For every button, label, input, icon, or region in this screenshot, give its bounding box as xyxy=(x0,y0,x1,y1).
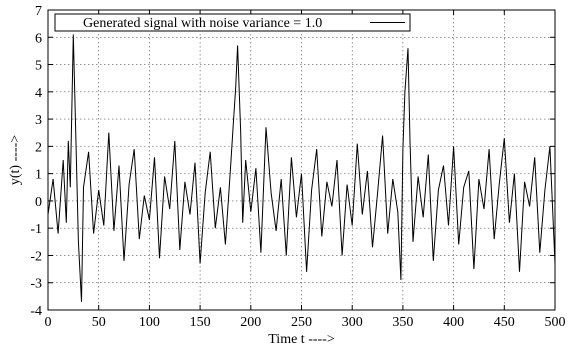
legend-box xyxy=(54,13,411,32)
x-tick-label: 400 xyxy=(443,315,464,330)
y-tick-label: 5 xyxy=(35,59,42,74)
x-tick-label: 450 xyxy=(494,315,515,330)
plot-area xyxy=(47,34,556,302)
y-tick-label: -4 xyxy=(30,304,42,319)
y-tick-label: 6 xyxy=(35,31,42,46)
x-tick-label: 100 xyxy=(139,315,160,330)
x-tick-label: 50 xyxy=(92,315,106,330)
grid xyxy=(48,10,555,310)
y-tick-label: -1 xyxy=(30,222,42,237)
y-tick-label: 1 xyxy=(35,168,42,183)
y-tick-label: -3 xyxy=(30,277,42,292)
x-tick-label: 250 xyxy=(291,315,312,330)
x-tick-label: 200 xyxy=(240,315,261,330)
x-tick-label: 500 xyxy=(545,315,566,330)
y-tick-label: 4 xyxy=(35,86,42,101)
x-tick-label: 0 xyxy=(45,315,52,330)
series-line-1 xyxy=(47,34,556,302)
x-axis-label: Time t ----> xyxy=(268,332,335,347)
y-tick-label: 3 xyxy=(35,113,42,128)
y-tick-label: 0 xyxy=(35,195,42,210)
y-tick-label: 2 xyxy=(35,140,42,155)
y-tick-label: 7 xyxy=(35,4,42,19)
y-axis: -4 -3 -2 -1 0 1 2 3 4 5 6 7 xyxy=(30,4,555,319)
y-axis-label: y(t) ----> xyxy=(8,135,23,185)
legend: Generated signal with noise variance = 1… xyxy=(54,13,411,32)
legend-entry-label: Generated signal with noise variance = 1… xyxy=(83,16,322,31)
x-tick-label: 300 xyxy=(342,315,363,330)
x-tick-label: 150 xyxy=(190,315,211,330)
x-axis: 0 50 100 150 200 250 300 350 400 450 500 xyxy=(45,10,566,330)
x-tick-label: 350 xyxy=(392,315,413,330)
y-tick-label: -2 xyxy=(30,249,42,264)
